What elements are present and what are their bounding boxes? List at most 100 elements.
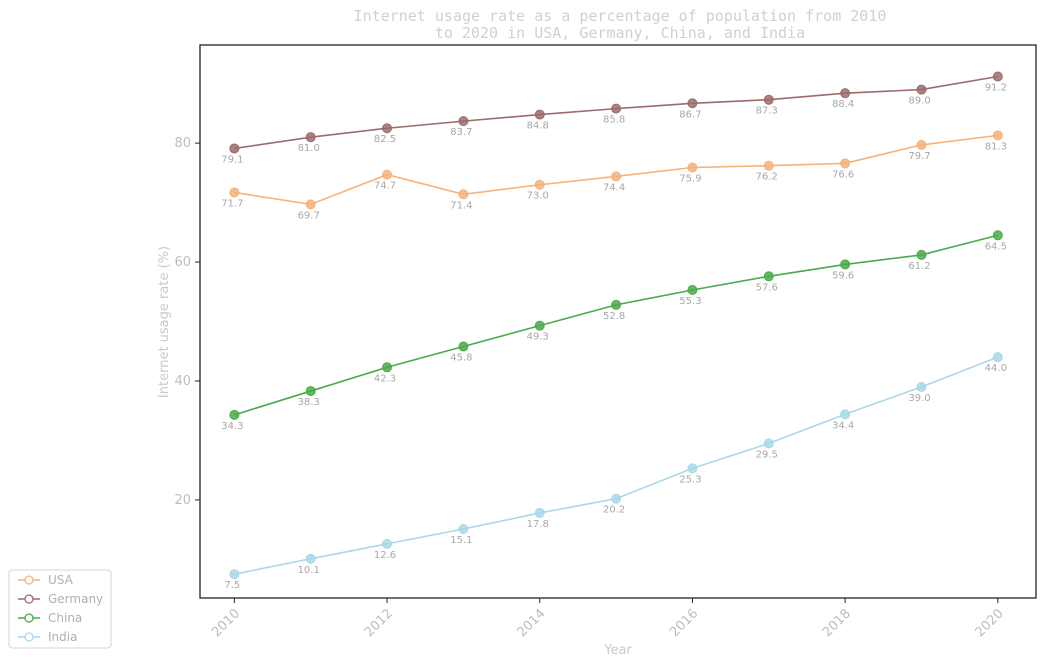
series-china: 34.3 38.3 42.3 45.8 49.3 52.8 55.3 57.6 59.6 61.2… <box>221 230 1007 432</box>
series-usa-point <box>992 130 1003 141</box>
series-china-point <box>992 230 1003 241</box>
series-germany-data-label: 83.7 <box>450 127 472 138</box>
series-usa-data-label: 71.7 <box>221 198 243 209</box>
series-usa-point <box>458 189 469 200</box>
series-india-data-label: 20.2 <box>603 505 625 516</box>
series-china-point <box>382 362 393 373</box>
legend-swatch-marker <box>24 613 34 623</box>
series-germany-point <box>611 103 622 114</box>
series-usa-data-label: 79.7 <box>908 151 930 162</box>
series-india-point <box>305 553 316 564</box>
x-axis-label: Year <box>603 643 632 658</box>
series-india-point <box>534 507 545 518</box>
legend-item-china: China <box>18 611 82 625</box>
y-tick-label: 40 <box>174 374 191 389</box>
series-germany-point <box>534 109 545 120</box>
series-germany-data-label: 89.0 <box>908 96 930 107</box>
series-india-point <box>382 538 393 549</box>
series-china-data-label: 45.8 <box>450 352 472 363</box>
series-germany-point <box>305 132 316 143</box>
y-tick-label: 20 <box>174 493 191 508</box>
series-usa-point <box>305 199 316 210</box>
x-tick-label: 2020 <box>973 606 1007 640</box>
series-china-point <box>229 409 240 420</box>
series-india-data-label: 25.3 <box>679 474 701 485</box>
series-germany-data-label: 91.2 <box>985 83 1007 94</box>
legend-label: India <box>48 630 77 644</box>
x-tick-label: 2012 <box>362 606 396 640</box>
series-india-point <box>992 352 1003 363</box>
series-india-point <box>840 409 851 420</box>
series-china-data-label: 52.8 <box>603 311 625 322</box>
legend-label: USA <box>48 573 74 587</box>
series-india-data-label: 34.4 <box>832 420 854 431</box>
series-usa-point <box>229 187 240 198</box>
series-india-data-label: 29.5 <box>756 449 778 460</box>
series-china-data-label: 55.3 <box>679 296 701 307</box>
series-usa-point <box>840 158 851 169</box>
series-germany-data-label: 88.4 <box>832 99 854 110</box>
series-china-point <box>687 284 698 295</box>
series-china-point <box>534 320 545 331</box>
series-germany-data-label: 86.7 <box>679 109 701 120</box>
y-axis-label: Internet usage rate (%) <box>157 246 172 398</box>
plot-area <box>199 44 1037 599</box>
series-india-line <box>234 356 999 575</box>
x-tick-label: 2018 <box>820 606 854 640</box>
series-india: 7.5 10.1 12.6 15.1 17.8 20.2 25.3 29.5 34.4 39.0 4… <box>224 352 1007 591</box>
legend-swatch-marker <box>24 632 34 642</box>
chart-title-line-2: to 2020 in USA, Germany, China, and Indi… <box>435 24 805 42</box>
series-germany-data-label: 85.8 <box>603 115 625 126</box>
series-usa-line <box>234 134 998 206</box>
series-china-data-label: 42.3 <box>374 373 396 384</box>
series-india-data-label: 17.8 <box>527 519 549 530</box>
legend-swatch-marker <box>24 575 34 585</box>
series-china-point <box>458 341 469 352</box>
series-germany-point <box>916 84 927 95</box>
series-china-data-label: 61.2 <box>908 261 930 272</box>
series-india-point <box>229 569 240 580</box>
series-germany-data-label: 87.3 <box>756 106 778 117</box>
series-germany: 79.1 81.0 82.5 83.7 84.8 85.8 86.7 87.3 88.4 89.0… <box>221 71 1007 165</box>
series-germany-point <box>840 88 851 99</box>
series-germany-point <box>382 123 393 134</box>
series-usa-point <box>763 160 774 171</box>
series-india-point <box>763 438 774 449</box>
series-germany-point <box>458 116 469 127</box>
x-tick-label: 2014 <box>515 606 549 640</box>
series-china-point <box>840 259 851 270</box>
series-germany-point <box>992 71 1003 82</box>
x-axis: 2010 2012 2014 2016 2018 2020 <box>209 598 1007 640</box>
series-usa-point <box>611 171 622 182</box>
y-tick-label: 60 <box>174 255 191 270</box>
series-usa-point <box>534 179 545 190</box>
legend-swatch-marker <box>24 594 34 604</box>
series-germany-data-label: 79.1 <box>221 154 243 165</box>
series-usa-point <box>382 169 393 180</box>
series-india-data-label: 10.1 <box>298 565 320 576</box>
legend-box <box>8 569 112 649</box>
series-india-point <box>458 524 469 535</box>
y-axis: 20 40 60 80 <box>174 136 200 508</box>
series-china-point <box>763 271 774 282</box>
series-usa-data-label: 81.3 <box>985 141 1007 152</box>
series-germany-point <box>687 98 698 109</box>
series-usa-point <box>687 162 698 173</box>
series-china-data-label: 59.6 <box>832 270 854 281</box>
legend-item-germany: Germany <box>18 592 103 606</box>
legend-label: Germany <box>48 592 103 606</box>
series-india-data-label: 39.0 <box>908 393 930 404</box>
legend-item-usa: USA <box>18 573 74 587</box>
series-india-data-label: 44.0 <box>985 363 1007 374</box>
series-usa-data-label: 74.7 <box>374 181 396 192</box>
legend-item-india: India <box>18 630 77 644</box>
series-germany-data-label: 82.5 <box>374 134 396 145</box>
series-usa-data-label: 76.2 <box>756 172 778 183</box>
series-india-data-label: 7.5 <box>224 580 240 591</box>
series-india-data-label: 12.6 <box>374 550 396 561</box>
series-china-data-label: 38.3 <box>298 397 320 408</box>
series-china-data-label: 34.3 <box>221 421 243 432</box>
series-india-point <box>687 463 698 474</box>
series-usa-data-label: 76.6 <box>832 169 854 180</box>
